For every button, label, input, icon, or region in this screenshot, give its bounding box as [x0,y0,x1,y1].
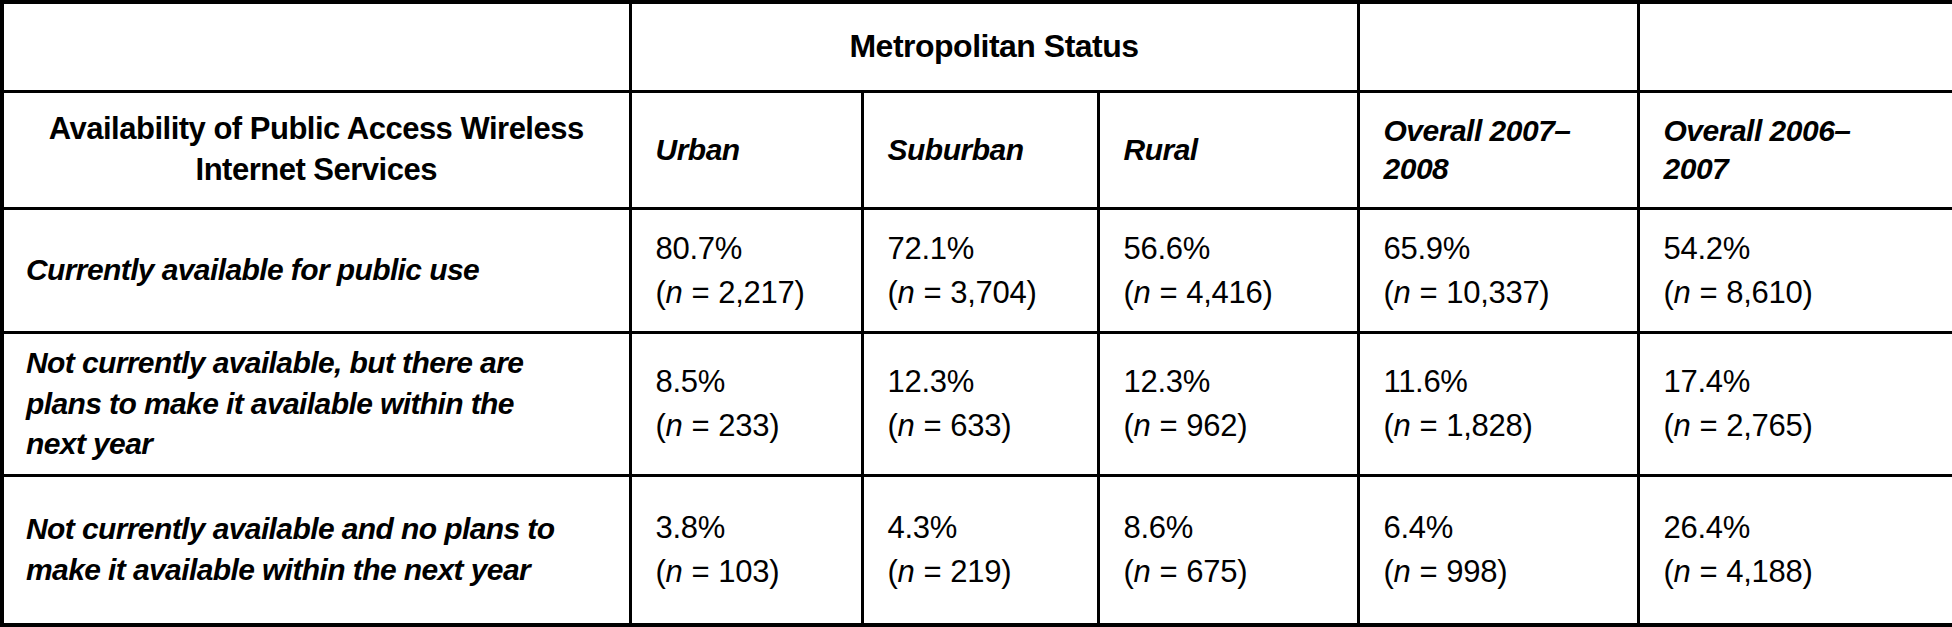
percent-value: 12.3% [1124,360,1351,404]
column-header-rural: Rural [1098,91,1358,208]
data-cell-urban: 8.5% (n=233) [630,333,862,475]
data-cell-suburban: 4.3% (n=219) [862,475,1098,625]
empty-corner-cell [2,2,630,91]
row-label-not-available-no-plans: Not currently available and no plans to … [2,475,630,625]
corner-header-availability: Availability of Public Access Wireless I… [2,91,630,208]
data-cell-rural: 8.6% (n=675) [1098,475,1358,625]
sample-size: (n=219) [888,550,1091,594]
table-row-not-available-no-plans: Not currently available and no plans to … [2,475,1952,625]
sample-size: (n=4,416) [1124,271,1351,315]
data-cell-overall-2007-2008: 11.6% (n=1,828) [1358,333,1638,475]
sample-size: (n=675) [1124,550,1351,594]
percent-value: 54.2% [1664,227,1947,271]
data-cell-overall-2007-2008: 6.4% (n=998) [1358,475,1638,625]
sample-size: (n=1,828) [1384,404,1631,448]
table-row-group-header: Metropolitan Status [2,2,1952,91]
column-group-header-metropolitan-status: Metropolitan Status [630,2,1358,91]
empty-cell-overall-2007-2008 [1358,2,1638,91]
percent-value: 8.6% [1124,506,1351,550]
sample-size: (n=4,188) [1664,550,1947,594]
percent-value: 12.3% [888,360,1091,404]
sample-size: (n=2,765) [1664,404,1947,448]
percent-value: 4.3% [888,506,1091,550]
data-cell-overall-2006-2007: 26.4% (n=4,188) [1638,475,1952,625]
availability-table: Metropolitan Status Availability of Publ… [0,0,1952,627]
table-row-currently-available: Currently available for public use 80.7%… [2,208,1952,332]
row-label-currently-available: Currently available for public use [2,208,630,332]
sample-size: (n=633) [888,404,1091,448]
table-row-not-available-with-plans: Not currently available, but there are p… [2,333,1952,475]
percent-value: 72.1% [888,227,1091,271]
empty-cell-overall-2006-2007 [1638,2,1952,91]
row-label-not-available-with-plans: Not currently available, but there are p… [2,333,630,475]
sample-size: (n=8,610) [1664,271,1947,315]
data-cell-suburban: 12.3% (n=633) [862,333,1098,475]
column-header-urban: Urban [630,91,862,208]
document-page: Metropolitan Status Availability of Publ… [0,0,1952,627]
percent-value: 26.4% [1664,506,1947,550]
data-cell-overall-2007-2008: 65.9% (n=10,337) [1358,208,1638,332]
column-header-overall-2007-2008: Overall 2007–2008 [1358,91,1638,208]
sample-size: (n=962) [1124,404,1351,448]
data-cell-rural: 12.3% (n=962) [1098,333,1358,475]
sample-size: (n=233) [656,404,855,448]
table-row-column-headers: Availability of Public Access Wireless I… [2,91,1952,208]
data-cell-rural: 56.6% (n=4,416) [1098,208,1358,332]
data-cell-overall-2006-2007: 54.2% (n=8,610) [1638,208,1952,332]
percent-value: 65.9% [1384,227,1631,271]
percent-value: 56.6% [1124,227,1351,271]
sample-size: (n=10,337) [1384,271,1631,315]
data-cell-suburban: 72.1% (n=3,704) [862,208,1098,332]
data-cell-overall-2006-2007: 17.4% (n=2,765) [1638,333,1952,475]
sample-size: (n=3,704) [888,271,1091,315]
percent-value: 6.4% [1384,506,1631,550]
percent-value: 11.6% [1384,360,1631,404]
percent-value: 8.5% [656,360,855,404]
sample-size: (n=998) [1384,550,1631,594]
data-cell-urban: 80.7% (n=2,217) [630,208,862,332]
data-cell-urban: 3.8% (n=103) [630,475,862,625]
percent-value: 3.8% [656,506,855,550]
percent-value: 80.7% [656,227,855,271]
sample-size: (n=103) [656,550,855,594]
percent-value: 17.4% [1664,360,1947,404]
sample-size: (n=2,217) [656,271,855,315]
column-header-overall-2006-2007: Overall 2006–2007 [1638,91,1952,208]
column-header-suburban: Suburban [862,91,1098,208]
